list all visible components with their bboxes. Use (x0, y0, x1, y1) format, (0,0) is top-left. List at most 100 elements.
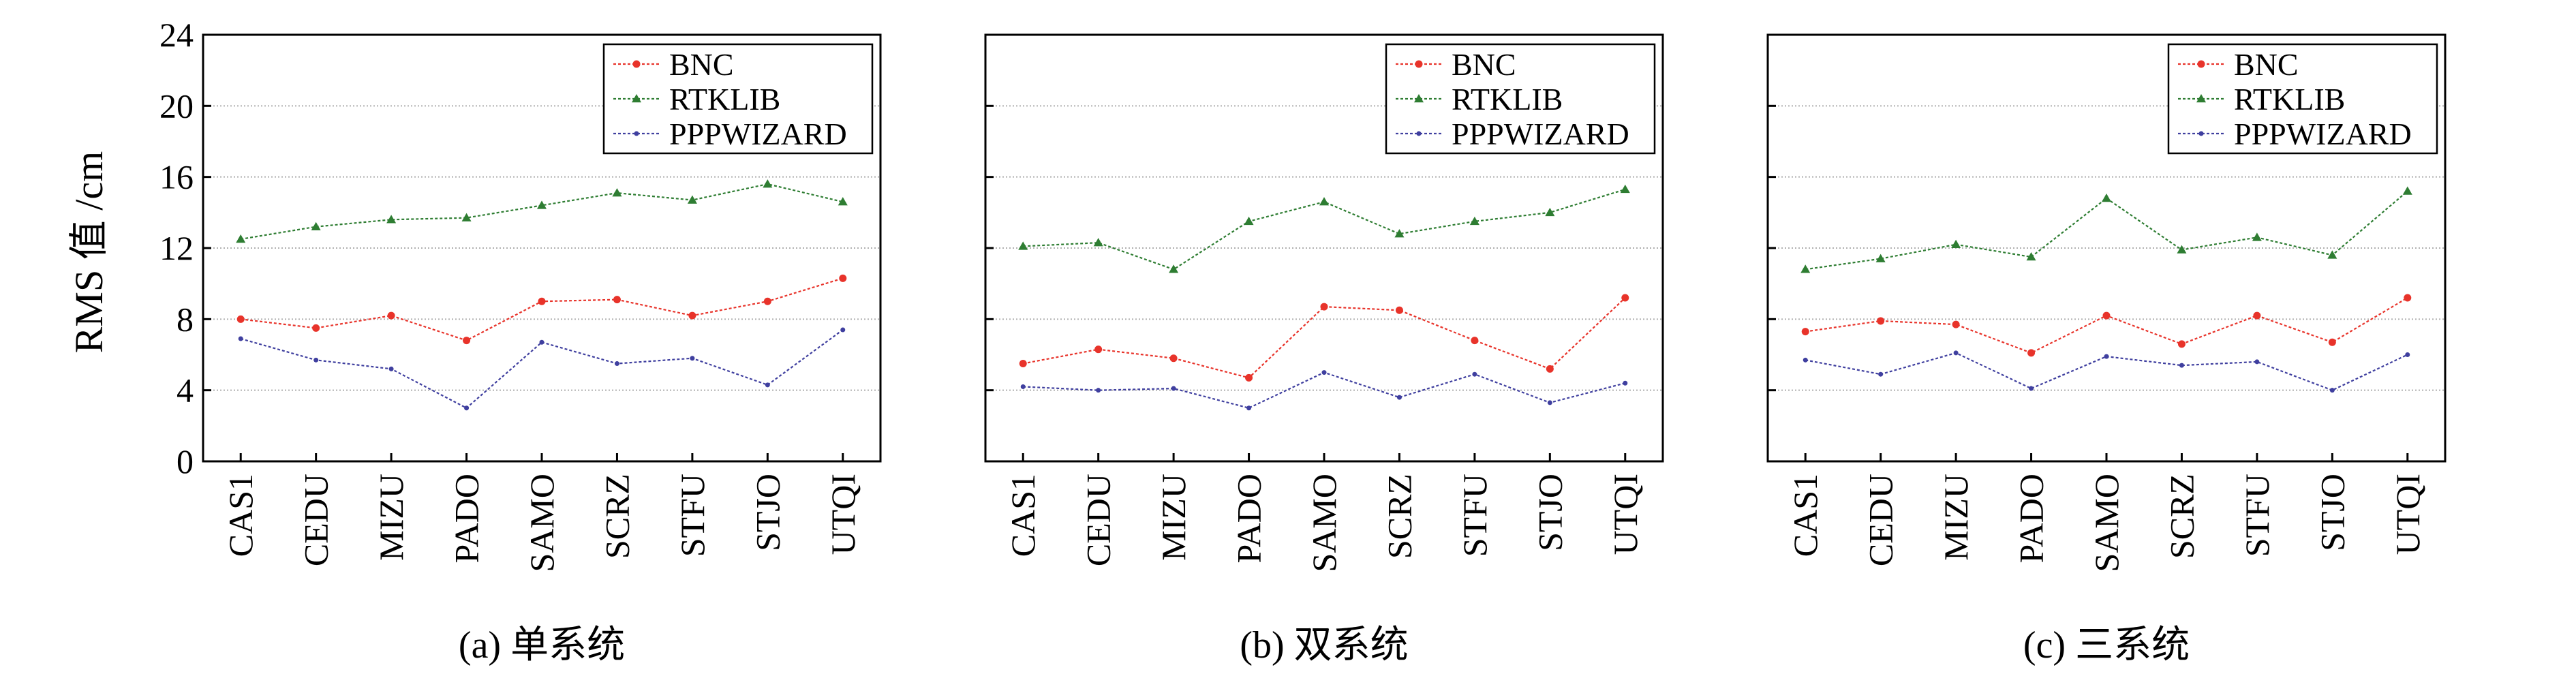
data-point (387, 311, 395, 320)
data-point (236, 234, 246, 243)
x-tick-label: STJO (1531, 474, 1569, 551)
data-point (2327, 250, 2337, 259)
panel-caption: (b) 双系统 (1240, 624, 1408, 666)
legend-item-bnc: BNC (2178, 47, 2299, 82)
data-point (1472, 371, 1477, 377)
data-point (2027, 349, 2036, 357)
x-tick-label: MIZU (1154, 474, 1193, 561)
data-point (1020, 384, 1026, 389)
x-tick-label: PADO (448, 474, 486, 564)
data-point (613, 296, 621, 304)
panel-2: CAS1 CEDU MIZU PADO SAMO SCRZ STFU STJO UTQI BNCR… (984, 33, 1664, 666)
legend-label: BNC (1452, 47, 1516, 82)
legend-marker (2196, 94, 2206, 103)
y-axis-label: RMS 值 /cm (67, 151, 111, 354)
x-tick-label: STFU (2238, 474, 2276, 557)
data-point (1169, 264, 1179, 273)
series-rtklib (1018, 184, 1630, 273)
y-tick-label: 24 (159, 16, 194, 54)
x-tick-label: STFU (1456, 474, 1494, 557)
series-bnc (236, 274, 847, 345)
x-tick-label: STJO (2313, 474, 2351, 551)
panel-3: CAS1 CEDU MIZU PADO SAMO SCRZ STFU STJO UTQI BNCR… (1766, 33, 2447, 666)
x-tick-label: CEDU (1079, 474, 1118, 566)
x-tick-label: CAS1 (221, 474, 260, 557)
legend-marker (634, 131, 639, 136)
series-line-bnc (1023, 297, 1626, 379)
panel-caption: (a) 单系统 (459, 624, 625, 666)
data-point (2252, 232, 2262, 241)
y-tick-label: 8 (177, 300, 194, 338)
data-point (386, 215, 397, 224)
data-point (1395, 306, 1403, 314)
data-point (1621, 294, 1629, 302)
data-point (765, 382, 770, 388)
data-point (2102, 311, 2111, 320)
data-point (464, 405, 470, 411)
legend-item-pppwizard: PPPWIZARD (1396, 117, 1629, 151)
data-point (2329, 388, 2335, 393)
data-point (839, 274, 847, 282)
data-point (687, 195, 697, 204)
x-tick-label: MIZU (372, 474, 410, 561)
legend-label: BNC (669, 47, 734, 82)
data-point (2402, 186, 2412, 195)
data-point (463, 337, 471, 345)
y-tick-label: 16 (159, 158, 194, 196)
data-point (1244, 216, 1254, 226)
series-line-bnc (241, 277, 844, 341)
legend-item-bnc: BNC (1396, 47, 1516, 82)
legend-marker (2198, 131, 2204, 136)
data-point (1396, 395, 1402, 400)
data-point (2253, 311, 2261, 320)
data-point (1800, 264, 1811, 273)
data-point (461, 213, 472, 221)
data-point (1875, 253, 1886, 262)
data-point (690, 356, 695, 361)
x-tick-label: UTQI (824, 474, 862, 555)
legend-item-bnc: BNC (613, 47, 734, 82)
data-point (311, 221, 321, 230)
data-point (1394, 229, 1405, 238)
series-rtklib (236, 179, 848, 243)
data-point (238, 336, 243, 341)
series-line-rtklib (1805, 190, 2408, 271)
x-tick-label: STJO (748, 474, 786, 551)
x-tick-label: CAS1 (1004, 474, 1042, 557)
x-tick-label: CEDU (297, 474, 335, 566)
data-point (2026, 252, 2036, 261)
panel-caption: (c) 三系统 (2023, 624, 2190, 666)
data-point (2179, 363, 2184, 368)
series-bnc (1801, 294, 2412, 357)
data-point (612, 188, 622, 197)
data-point (1320, 303, 1328, 311)
series-pppwizard (1803, 350, 2410, 393)
data-point (1952, 320, 1960, 328)
data-point (2254, 359, 2260, 365)
data-point (1019, 360, 1027, 368)
series-pppwizard (1020, 370, 1628, 411)
data-point (539, 339, 545, 345)
x-tick-label: CAS1 (1786, 474, 1824, 557)
data-point (614, 361, 619, 367)
y-tick-label: 12 (159, 229, 194, 267)
x-tick-label: UTQI (2389, 474, 2427, 555)
x-tick-label: SCRZ (2162, 474, 2201, 559)
data-point (1623, 380, 1628, 386)
legend-label: BNC (2234, 47, 2299, 82)
legend-item-pppwizard: PPPWIZARD (2178, 117, 2412, 151)
data-point (1803, 357, 1808, 363)
data-point (1951, 239, 1961, 249)
data-point (1878, 371, 1884, 377)
data-point (1171, 386, 1176, 391)
x-tick-label: MIZU (1937, 474, 1975, 561)
series-pppwizard (238, 327, 846, 411)
data-point (1094, 345, 1103, 354)
data-point (538, 297, 546, 305)
legend-label: PPPWIZARD (2234, 117, 2412, 151)
x-tick-label: CEDU (1862, 474, 1900, 566)
legend-label: RTKLIB (2234, 82, 2345, 117)
data-point (2102, 193, 2111, 202)
x-tick-label: SAMO (1305, 474, 1343, 572)
